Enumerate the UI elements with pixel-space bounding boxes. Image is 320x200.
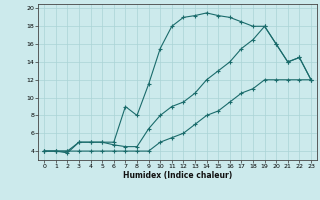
X-axis label: Humidex (Indice chaleur): Humidex (Indice chaleur) [123, 171, 232, 180]
